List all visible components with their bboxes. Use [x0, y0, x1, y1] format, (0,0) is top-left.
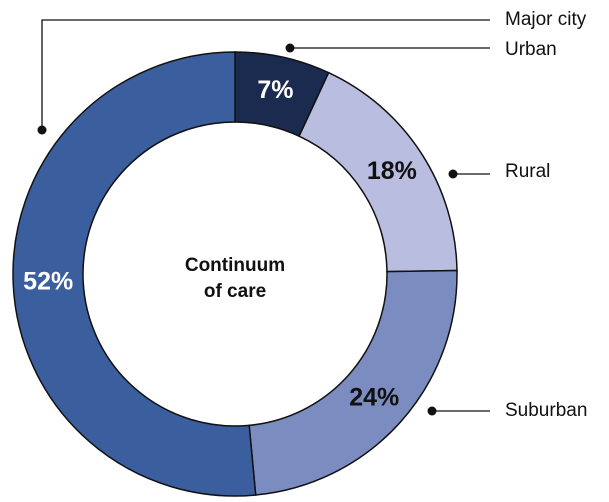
leader-dot	[448, 169, 458, 179]
value-label: 18%	[367, 157, 417, 185]
leader-dot	[427, 406, 437, 416]
value-label: 7%	[257, 76, 293, 104]
center-label: of care	[204, 281, 266, 302]
category-label: Rural	[505, 161, 550, 182]
category-label: Suburban	[505, 400, 587, 421]
leader-line	[41, 19, 490, 130]
category-label: Urban	[505, 39, 557, 60]
leader-dot	[37, 125, 47, 135]
center-label: Continuum	[185, 255, 285, 276]
leader-dot	[285, 43, 295, 53]
donut-slice	[12, 51, 257, 497]
value-label: 24%	[349, 383, 399, 411]
category-label: Major city	[505, 9, 587, 30]
value-label: 52%	[23, 267, 73, 295]
